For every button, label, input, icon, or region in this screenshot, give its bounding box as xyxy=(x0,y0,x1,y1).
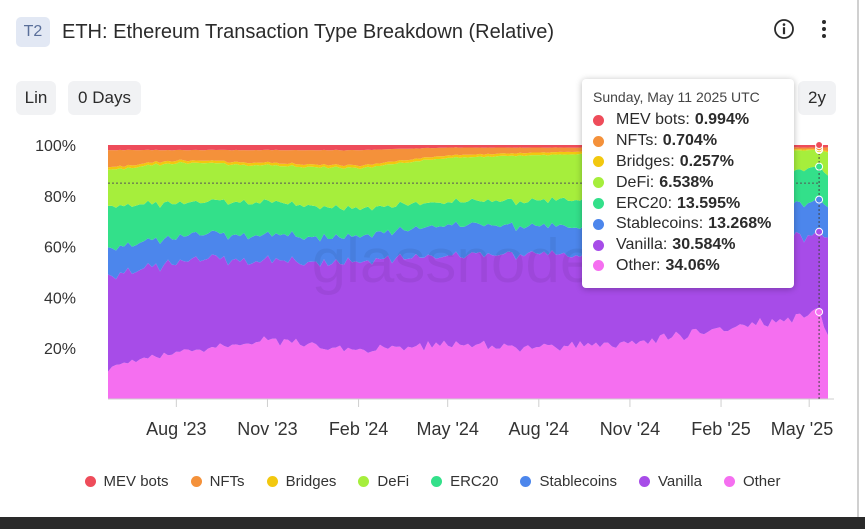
highlight-point-mev-bots xyxy=(815,141,824,149)
legend-label: Bridges xyxy=(285,472,337,490)
tooltip-series-label: NFTs: xyxy=(616,132,658,150)
moving-average-button[interactable]: 0 Days xyxy=(68,81,141,115)
y-tick-label: 80% xyxy=(44,189,76,206)
legend-color-dot xyxy=(190,475,202,487)
series-color-dot xyxy=(593,218,604,230)
time-range-button[interactable]: 2y xyxy=(798,81,836,115)
x-tick-label: Feb '24 xyxy=(329,419,388,439)
legend-label: Other xyxy=(742,472,781,490)
tooltip-series-value: 30.584% xyxy=(672,236,736,254)
tooltip-row: DeFi: 6.538% xyxy=(593,172,794,193)
tooltip-series-value: 0.257% xyxy=(679,152,734,170)
tooltip-row: Bridges: 0.257% xyxy=(593,152,794,173)
x-tick-label: Aug '23 xyxy=(146,419,207,439)
x-tick-label: May '25 xyxy=(771,419,833,439)
legend-label: Stablecoins xyxy=(539,472,618,490)
tooltip-series-value: 0.704% xyxy=(662,132,718,150)
tooltip-series-value: 0.994% xyxy=(694,111,750,129)
legend-item-defi[interactable]: DeFi xyxy=(358,473,409,490)
legend-color-dot xyxy=(358,475,370,487)
tooltip-row: MEV bots: 0.994% xyxy=(593,110,794,131)
tooltip-row: NFTs: 0.704% xyxy=(593,131,794,152)
legend-color-dot xyxy=(84,475,96,487)
highlight-point-vanilla xyxy=(815,227,824,236)
area-bridges xyxy=(108,149,828,170)
page-title: ETH: Ethereum Transaction Type Breakdown… xyxy=(62,20,555,43)
y-tick-label: 40% xyxy=(44,290,76,307)
area-nfts xyxy=(108,147,828,168)
legend-label: MEV bots xyxy=(103,472,169,490)
legend-item-other[interactable]: Other xyxy=(723,472,781,490)
legend-color-dot xyxy=(639,475,651,487)
legend-item-stablecoins[interactable]: Stablecoins xyxy=(520,473,617,490)
tooltip-series-label: Vanilla: xyxy=(616,236,668,254)
area-stablecoins xyxy=(108,199,828,280)
tooltip-series-value: 13.268% xyxy=(708,215,772,233)
series-color-dot xyxy=(593,156,604,168)
series-color-dot xyxy=(593,198,604,210)
more-vertical-icon[interactable] xyxy=(812,17,836,41)
chart-header: T2 ETH: Ethereum Transaction Type Breakd… xyxy=(16,16,554,48)
watermark-text: glassnode xyxy=(312,227,595,296)
tooltip-series-label: MEV bots: xyxy=(616,111,690,129)
scale-toggle-button[interactable]: Lin xyxy=(16,81,56,115)
tooltip-row: Other: 34.06% xyxy=(593,256,794,277)
series-color-dot xyxy=(593,135,604,147)
highlight-point-other xyxy=(815,307,824,316)
x-tick-label: May '24 xyxy=(416,419,478,439)
highlight-point-stablecoins xyxy=(815,195,824,204)
legend-label: DeFi xyxy=(377,472,410,490)
chart-tooltip: Sunday, May 11 2025 UTC MEV bots: 0.994% N… xyxy=(582,79,794,288)
chart-legend: MEV bots NFTs Bridges DeFi ERC20 Stablecoins V… xyxy=(0,470,865,492)
area-erc20 xyxy=(108,166,828,251)
tooltip-row: Stablecoins: 13.268% xyxy=(593,214,794,235)
legend-label: Vanilla xyxy=(658,472,702,490)
tooltip-series-label: Bridges: xyxy=(616,152,675,170)
legend-item-vanilla[interactable]: Vanilla xyxy=(639,473,702,490)
scrollbar-track xyxy=(857,0,859,517)
series-color-dot xyxy=(593,239,604,251)
tooltip-series-value: 13.595% xyxy=(677,194,741,212)
y-tick-label: 100% xyxy=(35,138,76,155)
legend-label: ERC20 xyxy=(450,472,499,490)
tooltip-series-label: ERC20: xyxy=(616,194,673,212)
tooltip-series-label: Stablecoins: xyxy=(616,215,704,233)
x-tick-label: Nov '23 xyxy=(237,419,297,439)
series-color-dot xyxy=(593,114,604,126)
legend-color-dot xyxy=(266,475,278,487)
tier-badge: T2 xyxy=(16,17,50,47)
tooltip-row: ERC20: 13.595% xyxy=(593,193,794,214)
y-tick-label: 60% xyxy=(44,240,76,257)
tooltip-series-label: DeFi: xyxy=(616,173,655,191)
tooltip-series-value: 34.06% xyxy=(665,256,720,274)
window-bottom-bar xyxy=(0,517,865,529)
legend-color-dot xyxy=(723,475,735,487)
legend-item-mev-bots[interactable]: MEV bots xyxy=(84,472,169,490)
info-icon[interactable] xyxy=(772,17,796,41)
series-color-dot xyxy=(593,177,604,189)
highlight-point-erc20 xyxy=(815,162,824,171)
tooltip-row: Vanilla: 30.584% xyxy=(593,235,794,256)
tooltip-date: Sunday, May 11 2025 UTC xyxy=(593,89,760,105)
x-tick-label: Feb '25 xyxy=(691,419,750,439)
tooltip-series-label: Other: xyxy=(616,256,661,274)
area-other xyxy=(108,308,828,399)
legend-color-dot xyxy=(520,475,532,487)
x-tick-label: Aug '24 xyxy=(509,419,570,439)
series-color-dot xyxy=(593,260,604,272)
tooltip-series-value: 6.538% xyxy=(659,173,714,191)
legend-item-erc20[interactable]: ERC20 xyxy=(431,473,498,490)
legend-label: NFTs xyxy=(209,472,245,490)
legend-item-bridges[interactable]: Bridges xyxy=(266,472,337,490)
y-tick-label: 20% xyxy=(44,341,76,358)
x-tick-label: Nov '24 xyxy=(600,419,660,439)
legend-color-dot xyxy=(431,475,443,487)
legend-item-nfts[interactable]: NFTs xyxy=(190,472,245,490)
